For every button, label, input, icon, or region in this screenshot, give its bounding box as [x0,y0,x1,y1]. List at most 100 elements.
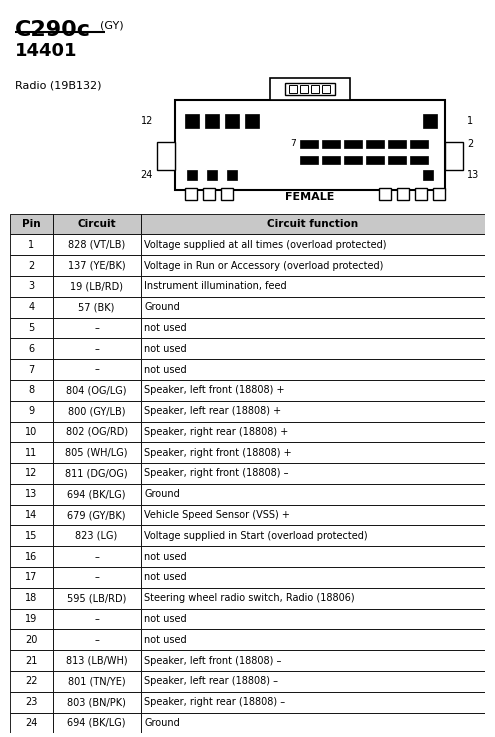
Text: Ground: Ground [145,302,180,312]
Bar [410,140,428,148]
Text: not used: not used [145,635,187,645]
Bar [10,692,52,713]
Bar [141,650,485,671]
Bar [141,713,485,733]
Bar [141,546,485,567]
Bar [207,170,217,180]
Text: 3: 3 [28,282,34,291]
Text: 13: 13 [467,170,479,180]
Bar [10,255,52,276]
Bar [10,318,52,338]
Bar [141,567,485,588]
Text: 12: 12 [141,116,153,126]
Bar [311,85,319,93]
Bar [10,234,52,255]
Text: 21: 21 [25,656,38,666]
Bar [141,671,485,692]
Bar [141,588,485,609]
Bar [52,318,141,338]
Text: 14: 14 [25,510,38,520]
Bar [185,188,197,200]
Text: 15: 15 [25,531,38,541]
Bar [52,255,141,276]
Bar [10,297,52,318]
Bar [141,338,485,359]
Text: 8: 8 [28,385,34,395]
Text: 137 (YE/BK): 137 (YE/BK) [68,261,125,270]
Bar [141,609,485,629]
Bar [322,140,340,148]
Text: FEMALE: FEMALE [285,192,335,202]
Text: Speaker, left front (18808) –: Speaker, left front (18808) – [145,656,282,666]
Text: Ground: Ground [145,718,180,728]
Text: Instrument illumination, feed: Instrument illumination, feed [145,282,287,291]
Text: 803 (BN/PK): 803 (BN/PK) [67,697,126,707]
Bar [289,85,297,93]
Text: 22: 22 [25,677,38,686]
Text: not used: not used [145,323,187,333]
Text: Speaker, left front (18808) +: Speaker, left front (18808) + [145,385,285,395]
Text: Voltage supplied in Start (overload protected): Voltage supplied in Start (overload prot… [145,531,368,541]
Bar [10,442,52,463]
Bar [270,78,350,100]
Bar [10,422,52,442]
Text: 679 (GY/BK): 679 (GY/BK) [67,510,126,520]
Text: Speaker, right rear (18808) +: Speaker, right rear (18808) + [145,427,289,437]
Bar [175,100,445,190]
Text: 694 (BK/LG): 694 (BK/LG) [67,489,126,499]
Bar [10,359,52,380]
Bar [445,142,463,170]
Bar [141,297,485,318]
Bar [52,463,141,484]
Bar [141,318,485,338]
Text: 811 (DG/OG): 811 (DG/OG) [65,469,128,478]
Bar [388,140,406,148]
Bar [141,214,485,234]
Bar [344,156,362,164]
Bar [141,255,485,276]
Bar [10,484,52,505]
Text: 5: 5 [28,323,35,333]
Bar [10,650,52,671]
Bar [415,188,427,200]
Text: –: – [94,365,99,374]
Text: 805 (WH/LG): 805 (WH/LG) [65,447,128,458]
Bar [187,170,197,180]
Bar [397,188,409,200]
Text: C290c: C290c [15,20,91,40]
Text: Circuit: Circuit [77,219,116,229]
Text: (GY): (GY) [100,20,124,30]
Text: 18: 18 [25,593,38,603]
Text: Radio (19B132): Radio (19B132) [15,80,101,90]
Text: not used: not used [145,343,187,354]
Bar [52,546,141,567]
Bar [52,567,141,588]
Bar [285,83,335,95]
Text: not used: not used [145,551,187,562]
Bar [423,114,437,128]
Text: 11: 11 [25,447,38,458]
Bar [141,484,485,505]
Text: Speaker, right rear (18808) –: Speaker, right rear (18808) – [145,697,286,707]
Bar [141,422,485,442]
Text: 24: 24 [25,718,38,728]
Bar [52,650,141,671]
Bar [366,156,384,164]
Text: 57 (BK): 57 (BK) [78,302,115,312]
Bar [52,713,141,733]
Bar [52,276,141,297]
Bar [322,156,340,164]
Bar [205,114,219,128]
Text: 19: 19 [25,614,38,624]
Text: 23: 23 [25,697,38,707]
Text: 595 (LB/RD): 595 (LB/RD) [67,593,126,603]
Bar [52,338,141,359]
Bar [300,140,318,148]
Bar [52,629,141,650]
Text: not used: not used [145,365,187,374]
Text: 24: 24 [141,170,153,180]
Text: 4: 4 [28,302,34,312]
Text: 20: 20 [25,635,38,645]
Text: 694 (BK/LG): 694 (BK/LG) [67,718,126,728]
Bar [10,463,52,484]
